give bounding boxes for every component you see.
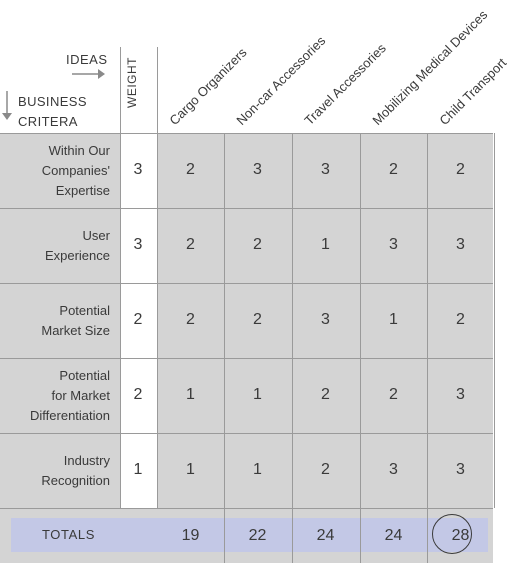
criterion-label: Potential Market Size — [41, 302, 110, 338]
business-criteria-label: BUSINESS CRITERA — [18, 94, 87, 129]
score-cell: 2 — [186, 310, 195, 328]
score-cell: 1 — [389, 310, 398, 328]
totals-label: TOTALS — [42, 527, 95, 542]
score-cell: 1 — [321, 235, 330, 253]
score-cell: 3 — [389, 235, 398, 253]
grid-line-vertical — [224, 133, 225, 563]
score-cell: 2 — [389, 160, 398, 178]
score-cell: 2 — [186, 160, 195, 178]
idea-header: Child Transport — [436, 55, 510, 128]
criterion-label: Industry Recognition — [41, 452, 110, 488]
score-cell: 2 — [321, 460, 330, 478]
score-cell: 3 — [456, 235, 465, 253]
score-cell: 3 — [456, 460, 465, 478]
score-cell: 2 — [253, 310, 262, 328]
totals-highlight-bar — [11, 518, 488, 552]
ideas-label: IDEAS — [66, 52, 108, 67]
criterion-label: User Experience — [44, 227, 110, 263]
weight-value: 2 — [133, 310, 143, 328]
total-value: 22 — [248, 527, 267, 544]
grid-line-vertical — [494, 133, 495, 508]
score-cell: 2 — [456, 160, 465, 178]
score-cell: 3 — [321, 310, 330, 328]
score-grid — [0, 133, 493, 508]
grid-line-horizontal — [0, 508, 493, 509]
score-cell: 3 — [389, 460, 398, 478]
score-cell: 3 — [456, 385, 465, 403]
score-cell: 2 — [389, 385, 398, 403]
arrow-right-icon — [72, 69, 105, 79]
arrow-down-icon — [2, 91, 12, 120]
score-cell: 3 — [321, 160, 330, 178]
score-cell: 2 — [321, 385, 330, 403]
grid-line-vertical — [360, 133, 361, 563]
weight-value: 3 — [133, 160, 143, 178]
score-cell: 2 — [456, 310, 465, 328]
grid-line-horizontal — [0, 133, 493, 134]
total-value: 24 — [384, 527, 403, 544]
grid-line-vertical — [292, 133, 293, 563]
grid-line-horizontal — [0, 358, 493, 359]
score-cell: 1 — [186, 460, 195, 478]
weight-value: 2 — [133, 385, 143, 403]
score-cell: 1 — [253, 460, 262, 478]
highest-total-circle — [432, 514, 472, 554]
weight-label: WEIGHT — [125, 57, 139, 108]
score-cell: 1 — [186, 385, 195, 403]
score-cell: 2 — [253, 235, 262, 253]
criterion-label: Within Our Companies' Expertise — [41, 142, 110, 198]
weight-value: 1 — [133, 460, 143, 478]
score-cell: 1 — [253, 385, 262, 403]
weight-value: 3 — [133, 235, 143, 253]
grid-line-horizontal — [0, 433, 493, 434]
score-cell: 3 — [253, 160, 262, 178]
weight-column — [120, 47, 158, 508]
grid-line-vertical — [427, 133, 428, 563]
total-value: 24 — [316, 527, 335, 544]
grid-line-horizontal — [0, 208, 493, 209]
idea-header: Mobilizing Medical Devices — [369, 7, 491, 129]
total-value: 19 — [181, 527, 200, 544]
grid-line-horizontal — [0, 283, 493, 284]
score-cell: 2 — [186, 235, 195, 253]
criterion-label: Potential for Market Differentiation — [30, 367, 110, 423]
